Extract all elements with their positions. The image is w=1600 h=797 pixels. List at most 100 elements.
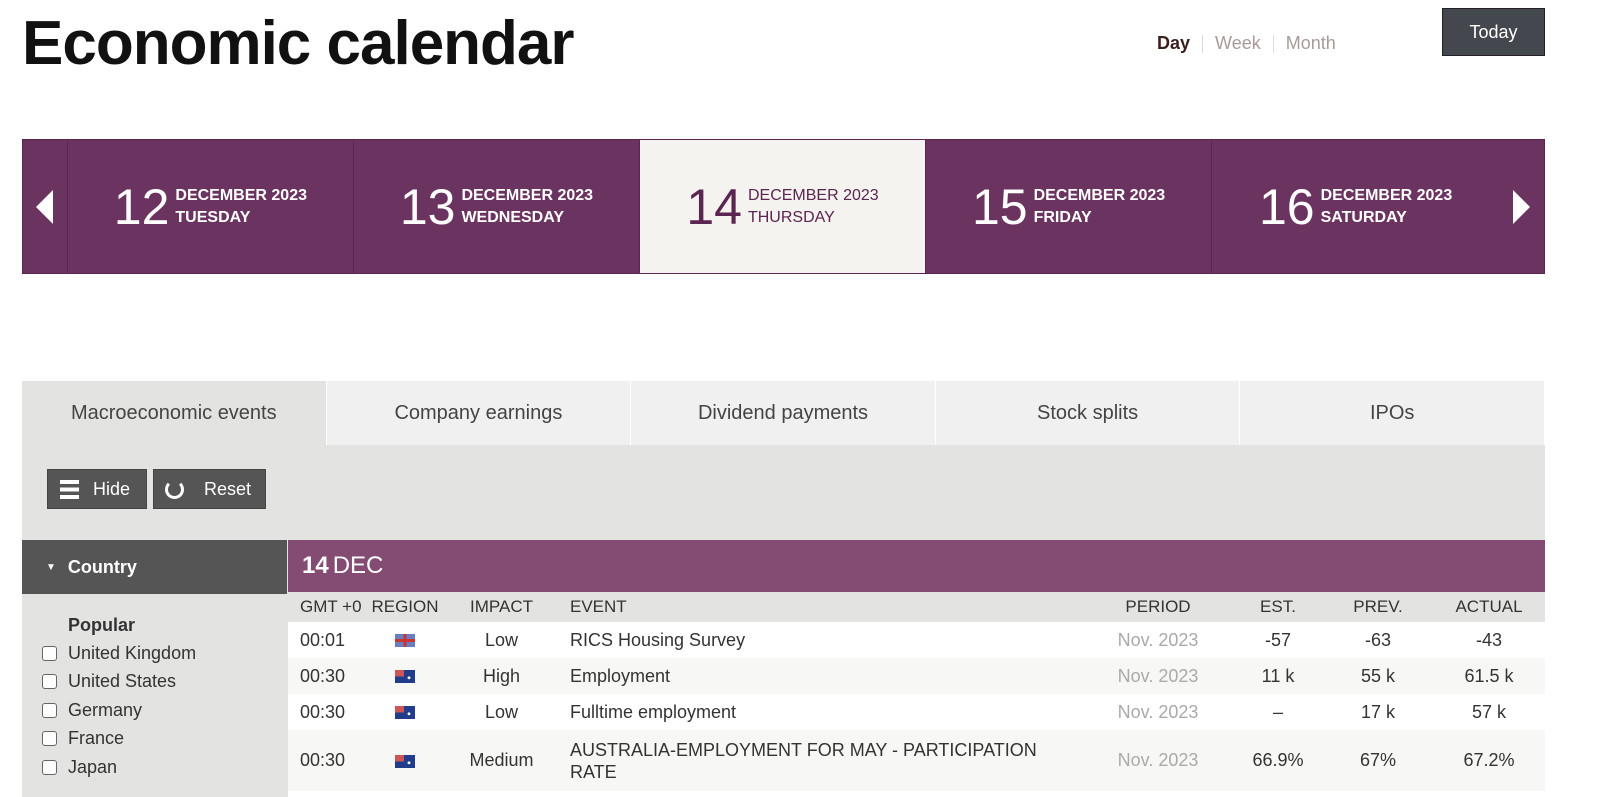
- australia-flag-icon: [395, 706, 415, 720]
- table-row[interactable]: 00:30 High Employment Nov. 2023 11 k 55 k 61.5…: [288, 658, 1545, 694]
- country-label: France: [68, 728, 125, 749]
- col-impact: IMPACT: [470, 597, 533, 616]
- reset-button[interactable]: Reset: [153, 469, 266, 509]
- cell-period: Nov. 2023: [1117, 750, 1199, 770]
- cell-impact: Medium: [469, 750, 534, 770]
- tab-ipos[interactable]: IPOs: [1240, 381, 1545, 445]
- cell-est: 11 k: [1261, 665, 1295, 686]
- tab-dividend-payments[interactable]: Dividend payments: [631, 381, 936, 445]
- day-14-selected[interactable]: 14 DECEMBER 2023 THURSDAY: [639, 140, 927, 273]
- cell-region: [365, 750, 445, 771]
- checkbox[interactable]: [42, 731, 57, 747]
- date-day: 14: [302, 552, 329, 579]
- view-switcher: Day Week Month: [1157, 33, 1336, 54]
- checkbox[interactable]: [42, 645, 57, 661]
- col-est: EST.: [1260, 597, 1296, 616]
- cell-event: AUSTRALIA-EMPLOYMENT FOR MAY - PARTICIPA…: [570, 739, 1037, 782]
- col-region: REGION: [371, 597, 439, 616]
- date-strip: 12 DECEMBER 2023 TUESDAY 13 DECEMBER 2023 WE…: [22, 139, 1545, 274]
- reset-icon: [165, 479, 184, 499]
- view-day[interactable]: Day: [1157, 33, 1191, 53]
- cell-region: [365, 630, 445, 651]
- day-number: 16: [1258, 178, 1315, 235]
- today-button[interactable]: Today: [1442, 8, 1545, 56]
- page-title: Economic calendar: [22, 9, 575, 78]
- cell-time: 00:30: [300, 701, 346, 722]
- reset-label: Reset: [204, 478, 252, 499]
- cell-est: –: [1272, 701, 1283, 722]
- day-month: DECEMBER 2023: [1033, 186, 1166, 204]
- australia-flag-icon: [395, 670, 415, 684]
- cell-period: Nov. 2023: [1117, 701, 1199, 722]
- prev-day-button[interactable]: [23, 140, 68, 273]
- country-united-kingdom[interactable]: United Kingdom: [42, 639, 196, 668]
- hide-button[interactable]: Hide: [47, 469, 147, 509]
- tab-macroeconomic-events[interactable]: Macroeconomic events: [22, 381, 327, 445]
- col-period: PERIOD: [1125, 597, 1191, 616]
- country-united-states[interactable]: United States: [42, 668, 196, 697]
- checkbox[interactable]: [42, 702, 57, 718]
- cell-time: 00:01: [300, 629, 346, 650]
- cell-est: -57: [1264, 629, 1291, 650]
- menu-icon: [60, 479, 79, 499]
- cell-region: [365, 702, 445, 723]
- table-row[interactable]: 00:30 Medium AUSTRALIA-EMPLOYMENT FOR MAY …: [288, 730, 1545, 791]
- events-table: 14 DEC GMT +0 REGION IMPACT EVENT PERIOD …: [288, 540, 1545, 797]
- day-month: DECEMBER 2023: [175, 186, 307, 204]
- divider: [1202, 34, 1204, 53]
- country-japan[interactable]: Japan: [42, 753, 196, 782]
- cell-time: 00:30: [300, 665, 346, 686]
- day-weekday: WEDNESDAY: [461, 208, 564, 226]
- day-weekday: SATURDAY: [1320, 208, 1407, 226]
- checkbox[interactable]: [42, 759, 57, 775]
- cell-prev: 67%: [1359, 750, 1397, 770]
- cell-prev: 17 k: [1360, 701, 1396, 722]
- day-number: 13: [399, 178, 456, 235]
- day-month: DECEMBER 2023: [1320, 186, 1453, 204]
- col-actual: ACTUAL: [1455, 597, 1523, 616]
- cell-prev: -63: [1364, 629, 1391, 650]
- cell-est: 66.9%: [1252, 750, 1304, 770]
- country-france[interactable]: France: [42, 725, 196, 754]
- country-label: United Kingdom: [68, 642, 197, 663]
- divider: [1272, 34, 1274, 53]
- day-16[interactable]: 16 DECEMBER 2023 SATURDAY: [1212, 182, 1499, 232]
- day-number: 15: [971, 178, 1028, 235]
- date-header: 14 DEC: [288, 540, 1545, 592]
- checkbox[interactable]: [42, 674, 57, 690]
- table-header: GMT +0 REGION IMPACT EVENT PERIOD EST. P…: [288, 592, 1545, 622]
- view-week[interactable]: Week: [1215, 33, 1261, 53]
- day-month: DECEMBER 2023: [747, 186, 879, 204]
- popular-heading: Popular: [68, 615, 136, 635]
- day-15[interactable]: 15 DECEMBER 2023 FRIDAY: [926, 140, 1213, 273]
- country-germany[interactable]: Germany: [42, 696, 196, 725]
- table-row[interactable]: 00:01 Low RICS Housing Survey Nov. 2023 -57 -…: [288, 622, 1545, 658]
- country-label: Japan: [68, 756, 118, 777]
- day-13[interactable]: 13 DECEMBER 2023 WEDNESDAY: [354, 140, 640, 273]
- cell-event: Fulltime employment: [570, 702, 737, 722]
- tab-stock-splits[interactable]: Stock splits: [936, 381, 1241, 445]
- tab-company-earnings[interactable]: Company earnings: [327, 381, 632, 445]
- day-number: 12: [113, 178, 170, 235]
- australia-flag-icon: [395, 754, 415, 768]
- day-weekday: THURSDAY: [747, 208, 835, 226]
- next-day-button[interactable]: [1499, 140, 1544, 273]
- cell-impact: Low: [484, 701, 519, 722]
- category-tabs: Macroeconomic events Company earnings Di…: [22, 381, 1545, 445]
- view-month[interactable]: Month: [1285, 33, 1336, 53]
- country-list: Popular United Kingdom United States Ger…: [42, 615, 196, 782]
- day-12[interactable]: 12 DECEMBER 2023 TUESDAY: [68, 140, 354, 273]
- table-row[interactable]: 00:30 Low Fulltime employment Nov. 2023 – 17 …: [288, 694, 1545, 730]
- col-time: GMT +0: [300, 597, 362, 616]
- col-event: EVENT: [570, 597, 627, 616]
- country-filter-toggle[interactable]: ▼ Country: [22, 540, 287, 594]
- date-month: DEC: [332, 552, 384, 579]
- day-weekday: TUESDAY: [175, 208, 251, 226]
- cell-period: Nov. 2023: [1117, 665, 1199, 686]
- cell-actual: 57 k: [1471, 701, 1507, 722]
- hide-label: Hide: [93, 478, 131, 499]
- country-label: Germany: [68, 699, 143, 720]
- cell-region: [365, 666, 445, 687]
- day-16-cell: 16 DECEMBER 2023 SATURDAY: [1212, 140, 1544, 273]
- cell-time: 00:30: [300, 750, 346, 770]
